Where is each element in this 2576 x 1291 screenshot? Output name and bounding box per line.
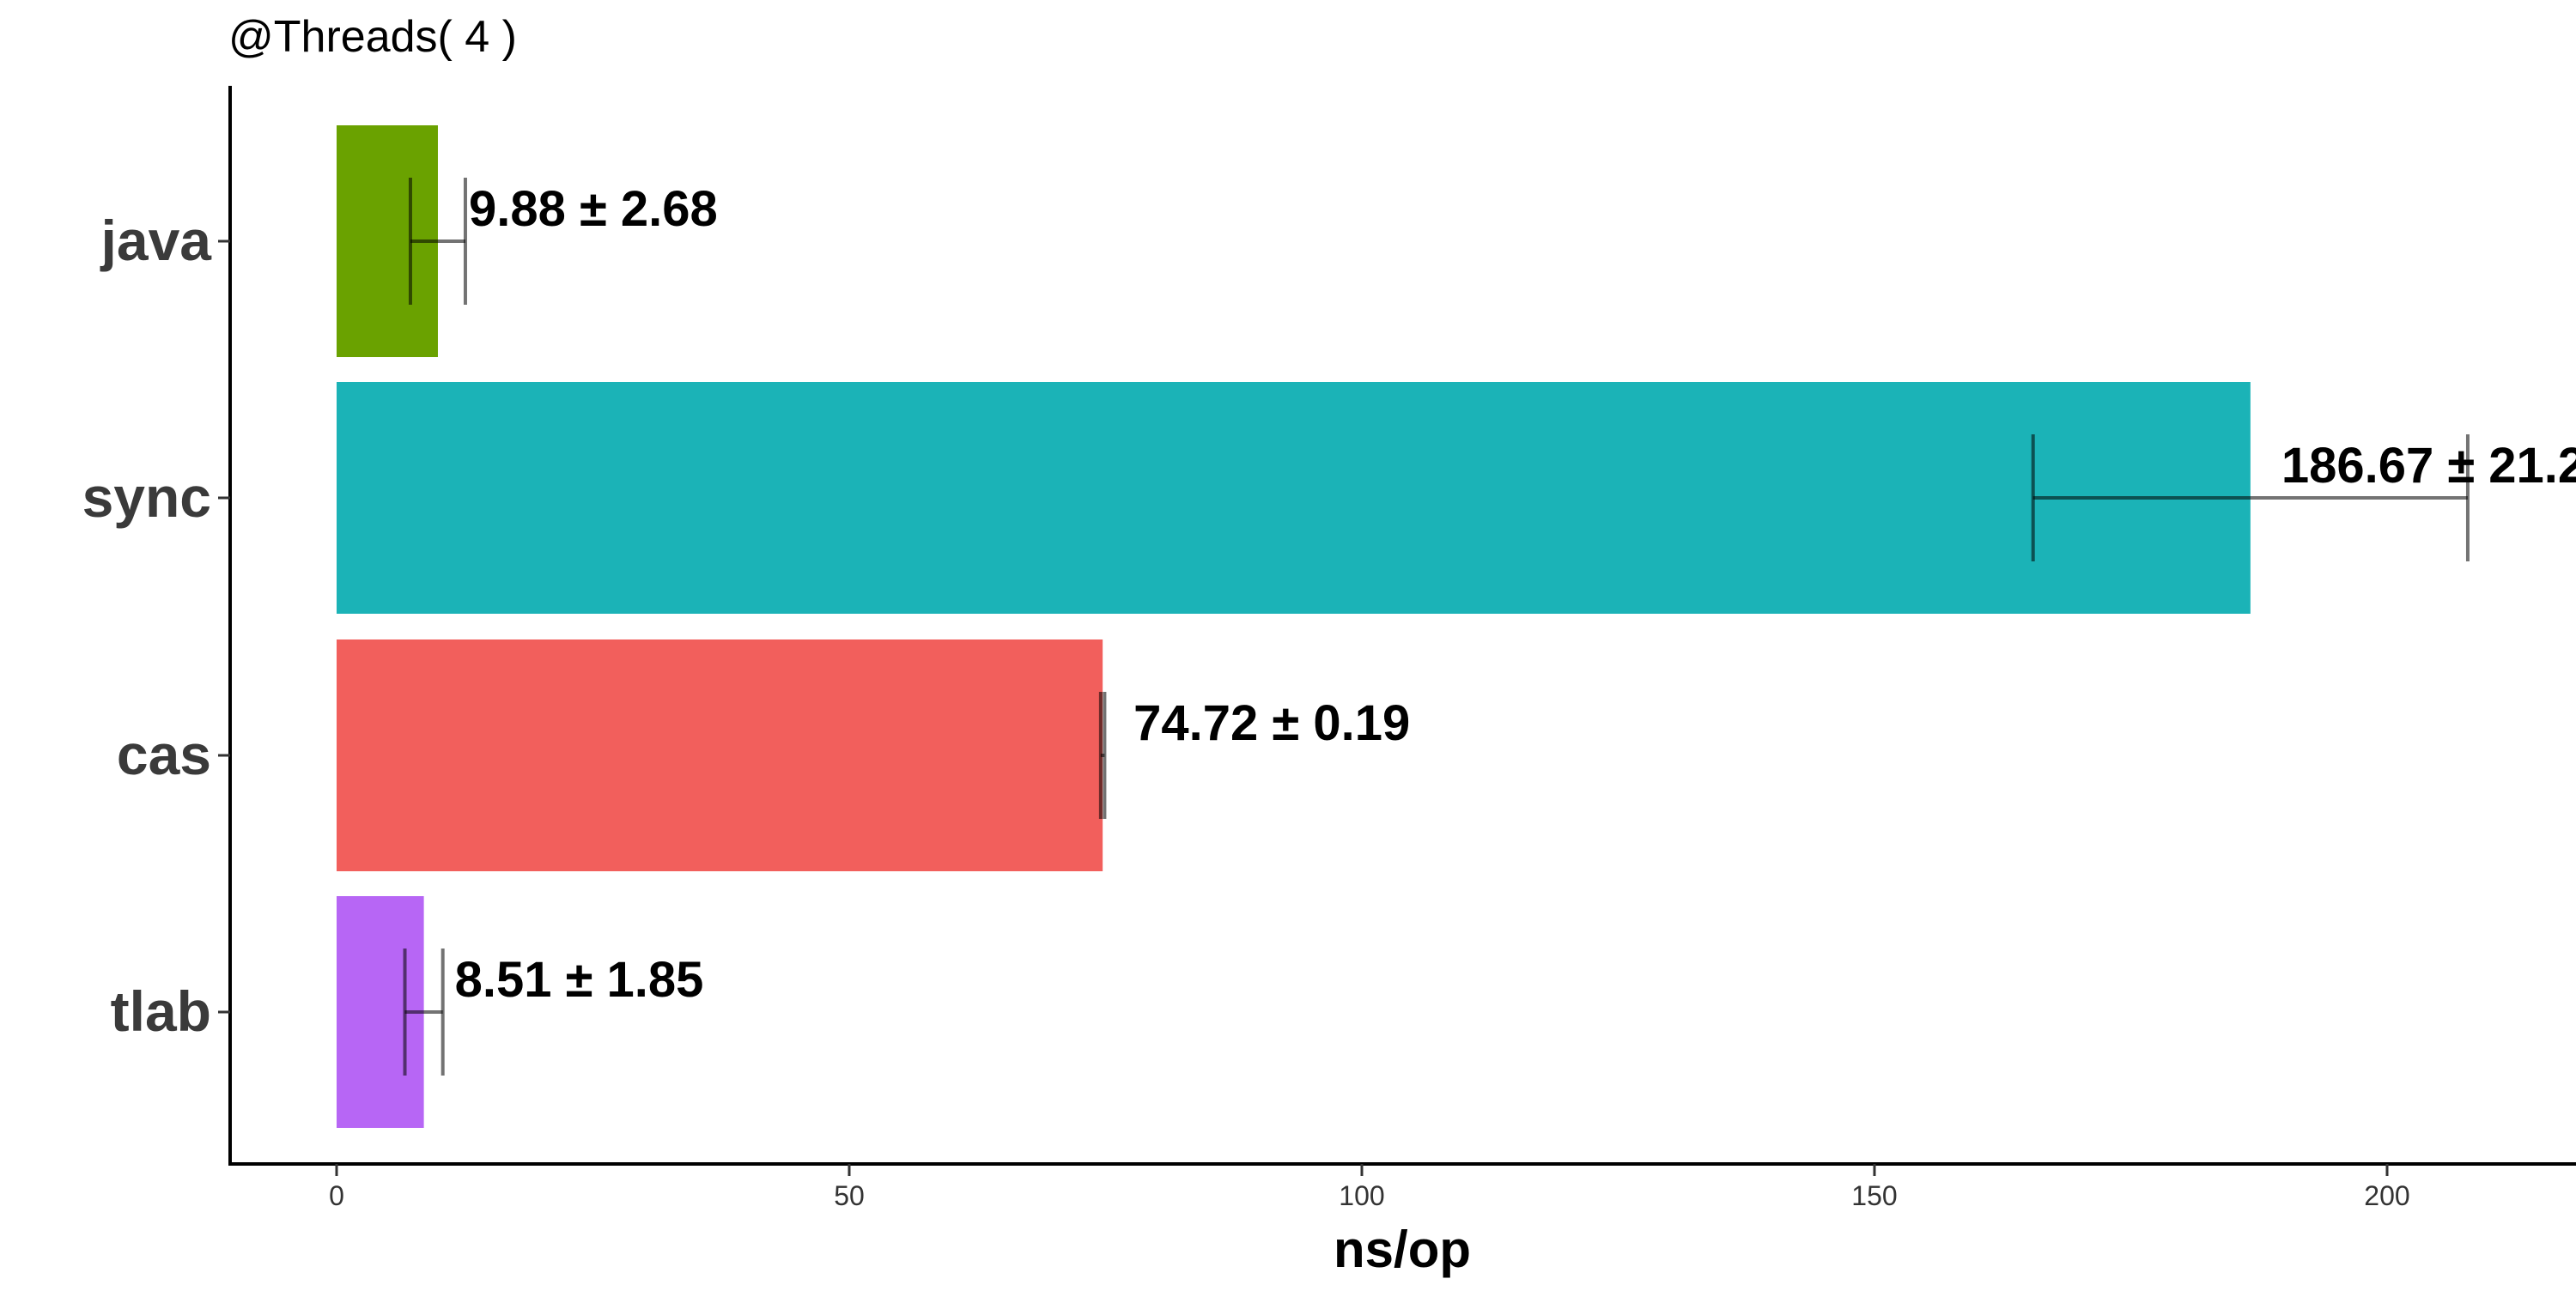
- error-bar-tlab: [403, 949, 445, 1076]
- x-tick-label-100: 100: [1339, 1180, 1384, 1211]
- error-bar-java: [408, 178, 467, 305]
- x-tick-label-150: 150: [1851, 1180, 1897, 1211]
- error-bar-cas: [1098, 692, 1107, 819]
- error-bar-sync: [2031, 434, 2470, 561]
- x-tick-label-200: 200: [2364, 1180, 2409, 1211]
- category-label-sync: sync: [82, 465, 211, 529]
- bar-sync: [337, 382, 2251, 614]
- bar-cas: [337, 639, 1103, 871]
- category-label-java: java: [100, 209, 213, 272]
- value-label-java: 9.88 ± 2.68: [469, 181, 718, 237]
- chart-subtitle: @Threads( 4 ): [228, 12, 517, 62]
- x-axis-title: ns/op: [1334, 1221, 1471, 1278]
- x-tick-label-0: 0: [329, 1180, 344, 1211]
- category-label-tlab: tlab: [111, 979, 211, 1043]
- value-label-cas: 74.72 ± 0.19: [1133, 695, 1410, 751]
- x-tick-label-50: 50: [834, 1180, 865, 1211]
- axes: java sync cas tlab 0 50 100 150 200: [82, 209, 2410, 1211]
- category-label-cas: cas: [117, 723, 211, 786]
- value-label-sync: 186.67 ± 21.2: [2281, 438, 2576, 494]
- value-label-tlab: 8.51 ± 1.85: [455, 952, 704, 1008]
- plot-area: 9.88 ± 2.68 186.67 ± 21.2 74.72 ± 0.19 8.51…: [337, 125, 2576, 1128]
